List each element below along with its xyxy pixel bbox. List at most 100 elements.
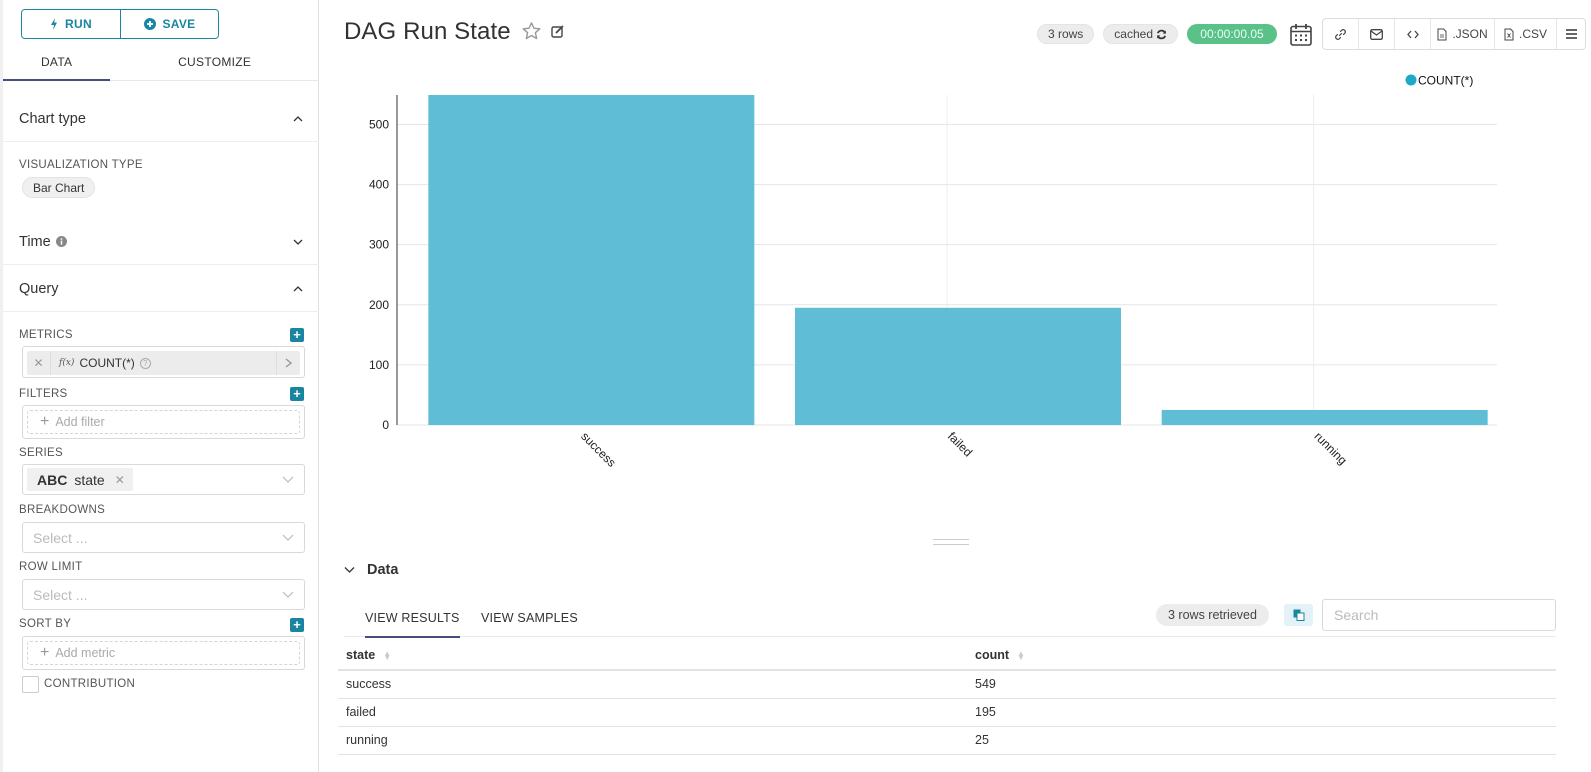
run-button[interactable]: RUN	[22, 10, 121, 38]
y-tick-label: 100	[369, 358, 389, 372]
copy-to-clipboard-button[interactable]	[1284, 604, 1313, 626]
add-filter-label: Add filter	[55, 415, 105, 429]
section-query[interactable]: Query	[3, 266, 319, 312]
tab-customize[interactable]: CUSTOMIZE	[178, 55, 252, 69]
y-tick-label: 200	[369, 298, 389, 312]
mail-icon	[1370, 28, 1383, 40]
file-icon	[1437, 28, 1447, 40]
function-icon: f(x)	[59, 358, 75, 368]
sort-icon: ▲ ▼	[383, 648, 392, 662]
help-icon: ?	[139, 357, 151, 369]
row-limit-placeholder: Select ...	[33, 586, 88, 603]
panel-tabs: DATA CUSTOMIZE	[3, 44, 319, 81]
bar-running[interactable]	[1161, 409, 1488, 425]
chart-container: DAG Run State 3 rows cached 00:00:00.05 …	[320, 0, 1591, 772]
legend-dot-icon[interactable]	[1405, 74, 1417, 86]
control-panel: RUN SAVE DATA CUSTOMIZE Chart type VISUA…	[0, 0, 319, 772]
embed-code-button[interactable]	[1395, 19, 1431, 49]
save-button[interactable]: SAVE	[121, 10, 218, 38]
section-time[interactable]: Time	[3, 219, 319, 265]
visualization-type-selector[interactable]: Bar Chart	[22, 177, 96, 198]
chevron-down-icon	[282, 591, 294, 598]
x-tick-label: running	[1312, 429, 1350, 467]
y-tick-label: 300	[369, 238, 389, 252]
refresh-icon	[1156, 29, 1167, 39]
x-tick-label: success	[578, 429, 619, 470]
file-excel-icon	[1504, 28, 1514, 40]
cell-state: success	[338, 670, 967, 699]
y-tick-label: 500	[369, 117, 389, 131]
info-icon	[55, 236, 67, 247]
run-save-group: RUN SAVE	[21, 9, 219, 39]
contribution-label: CONTRIBUTION	[44, 678, 136, 690]
copy-icon	[1293, 609, 1304, 621]
code-icon	[1406, 30, 1419, 38]
share-email-button[interactable]	[1359, 19, 1395, 49]
column-label: state	[346, 648, 376, 662]
column-type-icon: ABC	[37, 471, 68, 488]
metrics-label: METRICS	[19, 329, 73, 341]
bar-success[interactable]	[428, 95, 755, 425]
legend-label[interactable]: COUNT(*)	[1418, 74, 1473, 88]
remove-metric-icon[interactable]: ✕	[27, 351, 51, 375]
bar-chart: 0 100 200 300 400 500 success failed running COUN…	[369, 74, 1497, 470]
star-icon[interactable]	[522, 22, 541, 40]
tab-view-samples[interactable]: VIEW SAMPLES	[481, 610, 578, 625]
tab-view-results[interactable]: VIEW RESULTS	[365, 598, 460, 638]
row-limit-label: ROW LIMIT	[19, 561, 83, 573]
row-count-badge: 3 rows	[1036, 24, 1095, 44]
remove-series-icon[interactable]: ✕	[114, 472, 125, 487]
more-menu-button[interactable]	[1557, 19, 1585, 49]
header-actions: 3 rows cached 00:00:00.05 .JSON .CSV	[1036, 18, 1591, 50]
section-title: Query	[19, 280, 59, 297]
export-csv-button[interactable]: .CSV	[1495, 19, 1557, 49]
add-sort-plus-button[interactable]: +	[290, 618, 304, 632]
table-row: failed 195	[338, 698, 1556, 727]
x-tick-label: failed	[945, 429, 975, 459]
chevron-down-icon	[293, 239, 303, 245]
row-limit-select[interactable]: Select ...	[22, 579, 305, 610]
tab-data[interactable]: DATA	[3, 44, 111, 81]
plus-circle-icon	[143, 18, 156, 30]
data-section-toggle[interactable]: Data	[344, 562, 398, 578]
cell-count: 195	[967, 698, 1556, 727]
chevron-up-icon	[293, 115, 303, 121]
add-metric-button[interactable]: +	[290, 328, 304, 342]
page-title[interactable]: DAG Run State	[344, 18, 511, 45]
section-chart-type[interactable]: Chart type	[3, 96, 319, 142]
copy-link-button[interactable]	[1323, 19, 1359, 49]
y-tick-label: 0	[382, 418, 389, 432]
cached-badge[interactable]: cached	[1103, 24, 1178, 44]
contribution-checkbox[interactable]	[22, 676, 39, 693]
series-select[interactable]: ABC state ✕	[22, 464, 305, 495]
add-filter-button[interactable]: + Add filter	[27, 410, 300, 434]
series-label: SERIES	[19, 447, 63, 459]
calendar-icon[interactable]	[1290, 23, 1312, 46]
breakdowns-select[interactable]: Select ...	[22, 522, 305, 553]
edit-icon[interactable]	[551, 24, 565, 38]
cell-state: failed	[338, 698, 967, 727]
metric-chip[interactable]: ✕ f(x) COUNT(*) ?	[27, 351, 300, 375]
metrics-field: ✕ f(x) COUNT(*) ?	[22, 346, 305, 378]
visualization-type-label: VISUALIZATION TYPE	[19, 159, 143, 171]
chevron-right-icon[interactable]	[276, 351, 300, 375]
run-label: RUN	[65, 17, 92, 31]
section-title: Time	[19, 233, 51, 250]
export-json-button[interactable]: .JSON	[1431, 19, 1495, 49]
add-sort-metric-button[interactable]: + Add metric	[27, 641, 300, 665]
resize-handle[interactable]	[933, 539, 969, 545]
data-section-title: Data	[367, 562, 399, 578]
title-actions	[522, 22, 565, 40]
rows-retrieved-badge: 3 rows retrieved	[1156, 604, 1269, 626]
breakdowns-label: BREAKDOWNS	[19, 504, 106, 516]
column-header-state[interactable]: state ▲ ▼	[338, 641, 967, 671]
breakdowns-placeholder: Select ...	[33, 529, 88, 546]
filters-label: FILTERS	[19, 388, 68, 400]
search-input[interactable]	[1322, 599, 1556, 631]
cached-label: cached	[1114, 27, 1153, 41]
column-header-count[interactable]: count ▲ ▼	[967, 641, 1556, 671]
y-tick-label: 400	[369, 178, 389, 192]
cell-count: 549	[967, 670, 1556, 699]
add-filter-plus-button[interactable]: +	[290, 387, 304, 401]
bar-failed[interactable]	[795, 307, 1121, 425]
